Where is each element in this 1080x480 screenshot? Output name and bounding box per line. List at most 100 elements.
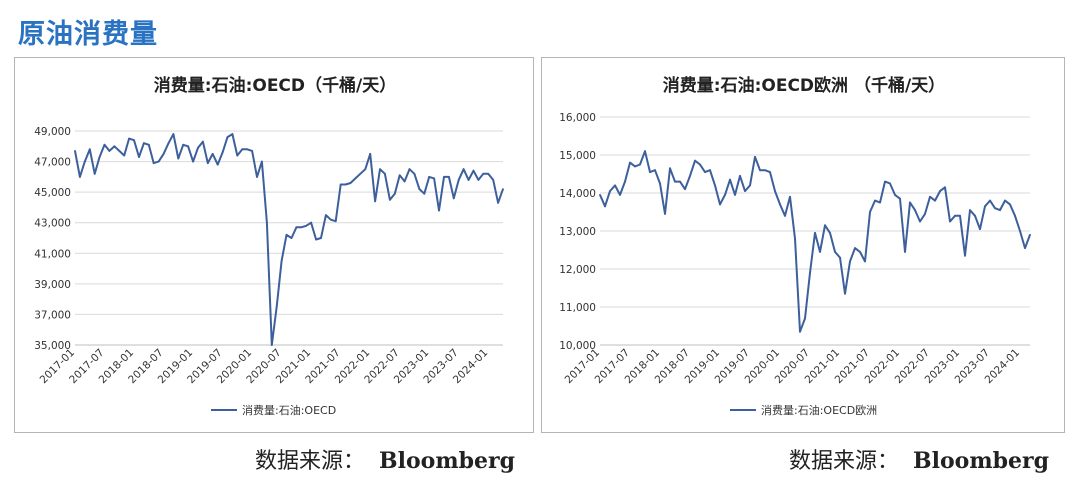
data-point (339, 183, 342, 186)
chart-panel-oecd-europe: 消费量:石油:OECD欧洲 （千桶/天） 10,000 11,000 12,000 13… (541, 57, 1065, 433)
data-point (909, 201, 911, 204)
data-point (729, 178, 731, 181)
data-point (604, 205, 606, 208)
data-point (133, 139, 135, 142)
data-point (192, 160, 195, 163)
data-point (448, 176, 450, 178)
data-point (251, 150, 254, 152)
y-tick-label: 13,000 (559, 226, 596, 238)
data-point (934, 199, 936, 202)
data-point (689, 175, 691, 177)
data-point (295, 226, 298, 229)
data-point (472, 169, 475, 172)
y-tick-label: 49,000 (34, 126, 71, 138)
data-point (364, 168, 367, 171)
data-point (74, 150, 76, 152)
data-point (724, 194, 726, 196)
data-point (359, 172, 362, 175)
data-point (398, 174, 401, 177)
data-point (894, 194, 896, 196)
data-point (325, 214, 327, 217)
data-point (864, 260, 866, 263)
data-point (162, 153, 165, 155)
y-tick-label: 45,000 (34, 187, 71, 199)
data-point (664, 213, 666, 215)
data-point (354, 177, 357, 180)
y-tick-label: 41,000 (34, 248, 71, 260)
data-point (974, 214, 976, 217)
data-point (226, 136, 229, 138)
source-label: 数据来源： (789, 449, 900, 474)
data-point (428, 176, 431, 178)
data-point (123, 154, 126, 157)
data-point (709, 169, 711, 172)
chart-title: 消费量:石油:OECD欧洲 （千桶/天） (663, 75, 945, 96)
data-point (443, 176, 445, 178)
data-point (809, 271, 811, 274)
y-tick-label: 35,000 (34, 340, 71, 352)
data-point (889, 182, 891, 185)
data-point (157, 160, 160, 163)
source-label: 数据来源： (255, 449, 366, 474)
data-point (88, 148, 91, 151)
source-value: Bloomberg (379, 448, 515, 474)
chart-oecd: 消费量:石油:OECD（千桶/天） 35,000 37,000 39,000 41,00… (34, 75, 504, 417)
data-point (1019, 230, 1021, 232)
y-tick-label: 37,000 (34, 309, 71, 321)
data-point (719, 203, 721, 206)
data-point (118, 150, 121, 152)
data-point (113, 145, 116, 148)
data-point (634, 165, 636, 168)
data-point (246, 148, 249, 151)
data-point (1014, 214, 1016, 217)
data-point (674, 180, 676, 183)
data-point (744, 190, 746, 193)
data-point (759, 169, 761, 172)
data-point (874, 199, 876, 202)
data-point (270, 344, 273, 346)
data-point (989, 199, 991, 202)
data-point (954, 214, 956, 217)
data-point (684, 188, 686, 191)
data-point (1029, 233, 1031, 236)
data-point (714, 184, 716, 187)
data-point (629, 161, 631, 164)
data-point (93, 172, 96, 175)
data-point (764, 169, 766, 172)
data-point (679, 180, 681, 183)
data-point (619, 194, 621, 196)
data-point (423, 192, 426, 195)
series-line (74, 133, 504, 346)
data-point (369, 153, 372, 155)
data-point (83, 160, 86, 163)
data-point (379, 168, 381, 171)
y-tick-label: 43,000 (34, 218, 71, 230)
data-point (482, 172, 485, 175)
data-point (784, 214, 786, 217)
data-point (433, 177, 435, 180)
data-point (839, 256, 841, 259)
data-point (477, 179, 480, 181)
data-point (285, 234, 288, 236)
y-tick-label: 11,000 (559, 302, 596, 314)
data-point (794, 237, 796, 240)
data-point (644, 150, 646, 153)
data-point (769, 171, 771, 173)
data-point (374, 200, 376, 203)
data-point (834, 251, 836, 253)
data-point (467, 179, 470, 181)
data-point (844, 292, 846, 295)
data-point (1009, 203, 1011, 206)
data-point (814, 232, 816, 234)
data-point (241, 148, 244, 151)
data-point (177, 157, 180, 160)
data-point (103, 143, 106, 146)
data-point (804, 317, 806, 320)
data-point (959, 214, 961, 217)
data-point (969, 209, 971, 212)
legend-label: 消费量:石油:OECD (242, 403, 336, 417)
data-point (172, 133, 175, 135)
data-point (599, 194, 601, 196)
data-point (320, 237, 322, 239)
data-point (979, 228, 981, 231)
